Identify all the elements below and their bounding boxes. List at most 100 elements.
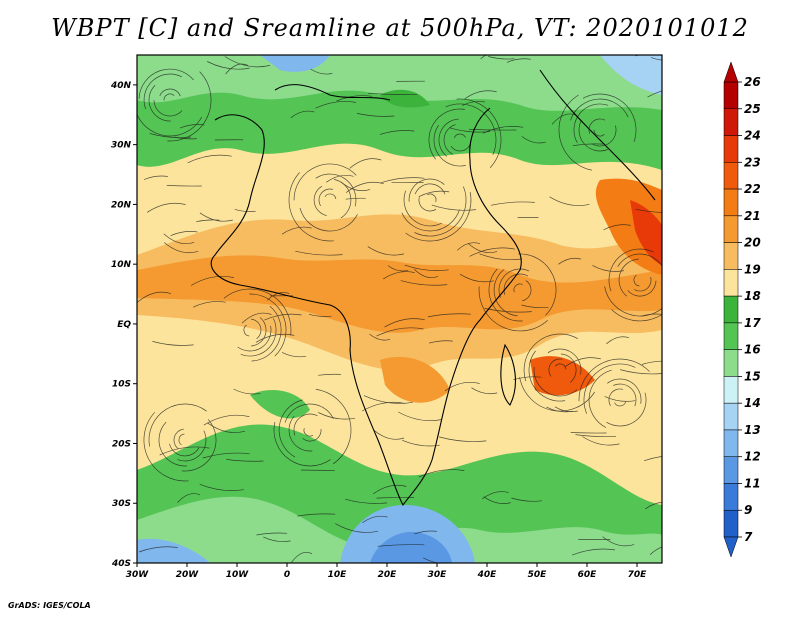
- streamline: [137, 291, 172, 303]
- streamline: [199, 483, 244, 491]
- streamline: [333, 179, 352, 219]
- colorbar-label: 15: [744, 369, 761, 383]
- streamline: [614, 401, 627, 407]
- streamline: [418, 197, 437, 212]
- colorbar-label: 16: [744, 343, 761, 357]
- streamline: [428, 108, 465, 160]
- streamline: [608, 248, 654, 292]
- streamline: [606, 392, 647, 427]
- colorbar-segment: [723, 108, 739, 136]
- lon-tick-label: 40E: [477, 570, 498, 580]
- streamline: [528, 350, 566, 402]
- streamline: [438, 118, 459, 157]
- streamline: [315, 389, 352, 465]
- colorbar-label: 19: [744, 262, 761, 276]
- streamline: [372, 484, 407, 495]
- streamline: [281, 352, 307, 358]
- streamline: [303, 427, 314, 437]
- streamline: [281, 226, 312, 235]
- streamline: [444, 381, 480, 392]
- streamline: [278, 399, 303, 458]
- streamline: [376, 497, 415, 499]
- lon-tick-label: 20E: [378, 570, 398, 580]
- streamline: [318, 188, 333, 207]
- streamline: [462, 101, 485, 106]
- streamline: [243, 324, 250, 337]
- streamline: [179, 124, 205, 129]
- streamline: [588, 369, 612, 428]
- streamline: [521, 136, 546, 144]
- streamline: [325, 174, 354, 183]
- streamline: [449, 127, 491, 133]
- colorbar-segment: [723, 456, 739, 484]
- streamline: [633, 274, 640, 287]
- streamline: [401, 209, 460, 232]
- streamline: [256, 532, 288, 536]
- streamline: [469, 129, 517, 131]
- colorbar: 26 25 24 23 22 21 20 19 18 17 16 15 14 13 12 11 9 7: [723, 61, 761, 558]
- colorbar-segment: [723, 402, 739, 431]
- streamline: [575, 434, 617, 437]
- streamline: [445, 103, 497, 155]
- streamline: [604, 396, 636, 402]
- streamline: [166, 185, 202, 187]
- streamline: [564, 357, 601, 368]
- streamline: [408, 178, 445, 202]
- colorbar-segment: [723, 483, 739, 511]
- streamline: [295, 250, 343, 256]
- streamline: [464, 90, 497, 100]
- streamline: [345, 498, 388, 504]
- streamline: [427, 313, 471, 318]
- streamline: [379, 130, 415, 135]
- streamline: [582, 93, 637, 143]
- colorbar-label: 17: [744, 316, 761, 330]
- streamline: [611, 309, 662, 322]
- colorbar-segment: [723, 135, 739, 163]
- streamline: [369, 333, 391, 341]
- streamline: [226, 459, 264, 462]
- streamline: [387, 265, 409, 272]
- streamline: [293, 413, 318, 436]
- streamline: [558, 257, 582, 265]
- streamline: [647, 90, 662, 98]
- streamline: [377, 544, 425, 547]
- streamline: [310, 68, 333, 75]
- streamline: [618, 258, 639, 297]
- streamline: [335, 523, 378, 533]
- streamline: [570, 432, 607, 434]
- streamline: [225, 63, 249, 75]
- streamline: [488, 56, 515, 60]
- streamline: [640, 313, 662, 317]
- lat-tick-label: 30N: [111, 141, 132, 151]
- streamline: [481, 491, 509, 500]
- streamline: [163, 93, 175, 101]
- streamline: [480, 55, 487, 60]
- streamlines: [137, 55, 662, 563]
- streamline: [578, 358, 650, 402]
- colorbar-segment: [723, 322, 739, 350]
- streamline: [309, 313, 332, 317]
- streamline: [169, 443, 200, 457]
- streamline: [607, 378, 642, 404]
- streamline: [405, 192, 472, 242]
- streamline: [519, 377, 595, 412]
- streamline: [603, 224, 631, 231]
- streamline: [207, 61, 250, 70]
- streamline: [223, 288, 292, 336]
- streamline: [345, 197, 366, 200]
- colorbar-segment: [723, 162, 739, 190]
- streamline: [591, 125, 617, 147]
- streamline: [224, 56, 271, 68]
- colorbar-label: 13: [744, 423, 761, 437]
- streamline: [291, 551, 313, 563]
- streamline: [148, 403, 207, 447]
- streamline: [318, 412, 356, 420]
- streamline: [143, 73, 182, 110]
- colorbar-segment: [723, 215, 739, 243]
- streamline: [233, 388, 261, 395]
- streamline: [149, 133, 192, 139]
- streamline: [582, 436, 620, 446]
- lat-tick-label: 20S: [112, 439, 131, 449]
- colorbar-label: 9: [744, 503, 752, 517]
- streamline: [251, 305, 282, 362]
